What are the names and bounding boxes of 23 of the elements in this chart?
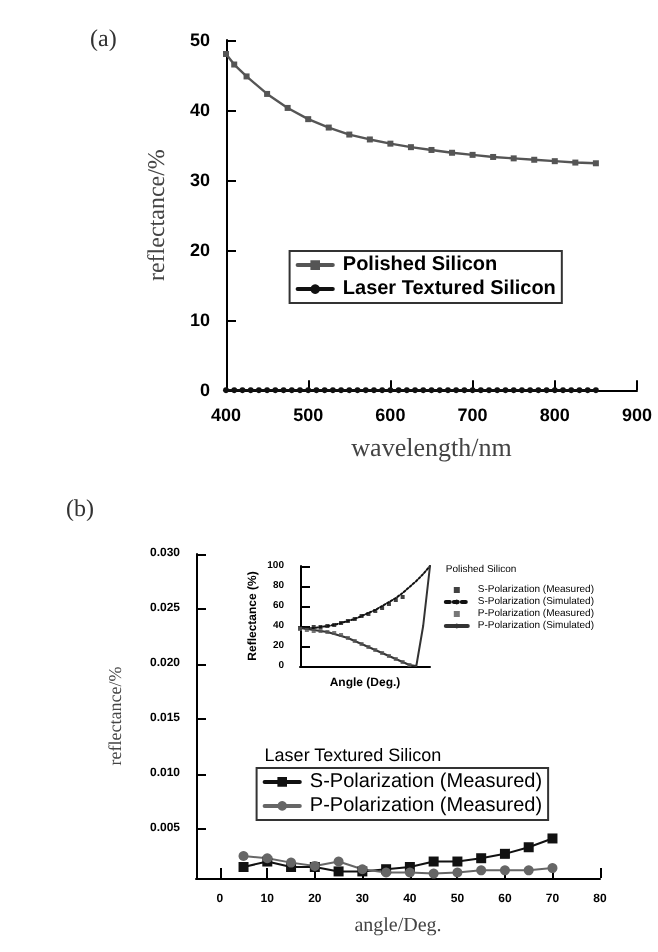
legend-title: Laser Textured Silicon <box>264 744 442 765</box>
y-tick-label: 40 <box>189 100 210 121</box>
y-tick-label: 0 <box>199 380 210 401</box>
x-axis-title: angle/Deg. <box>354 914 442 937</box>
chart-title: (b) <box>66 494 94 522</box>
y-axis-title: reflectance/% <box>105 665 125 766</box>
legend-label: P-Polarization (Measured) <box>309 794 543 817</box>
y-axis-title: reflectance/% <box>142 149 171 282</box>
x-axis-title: wavelength/nm <box>351 432 512 462</box>
y-tick-label: 30 <box>189 170 210 191</box>
x-tick-label: 500 <box>293 405 324 426</box>
x-tick-label: 900 <box>621 405 653 426</box>
legend-label: S-Polarization (Measured) <box>309 770 543 793</box>
y-tick-label: 50 <box>189 30 210 50</box>
x-tick-label: 600 <box>375 405 406 426</box>
legend-label: Laser Textured Silicon <box>342 278 556 301</box>
x-tick-label: 800 <box>539 405 570 426</box>
x-tick-label: 400 <box>210 405 242 426</box>
x-tick-label: 700 <box>457 405 488 426</box>
legend-label: Polished Silicon <box>342 254 498 277</box>
chart-title: (a) <box>90 24 117 52</box>
y-tick-label: 10 <box>189 310 210 331</box>
y-tick-label: 20 <box>189 240 210 261</box>
